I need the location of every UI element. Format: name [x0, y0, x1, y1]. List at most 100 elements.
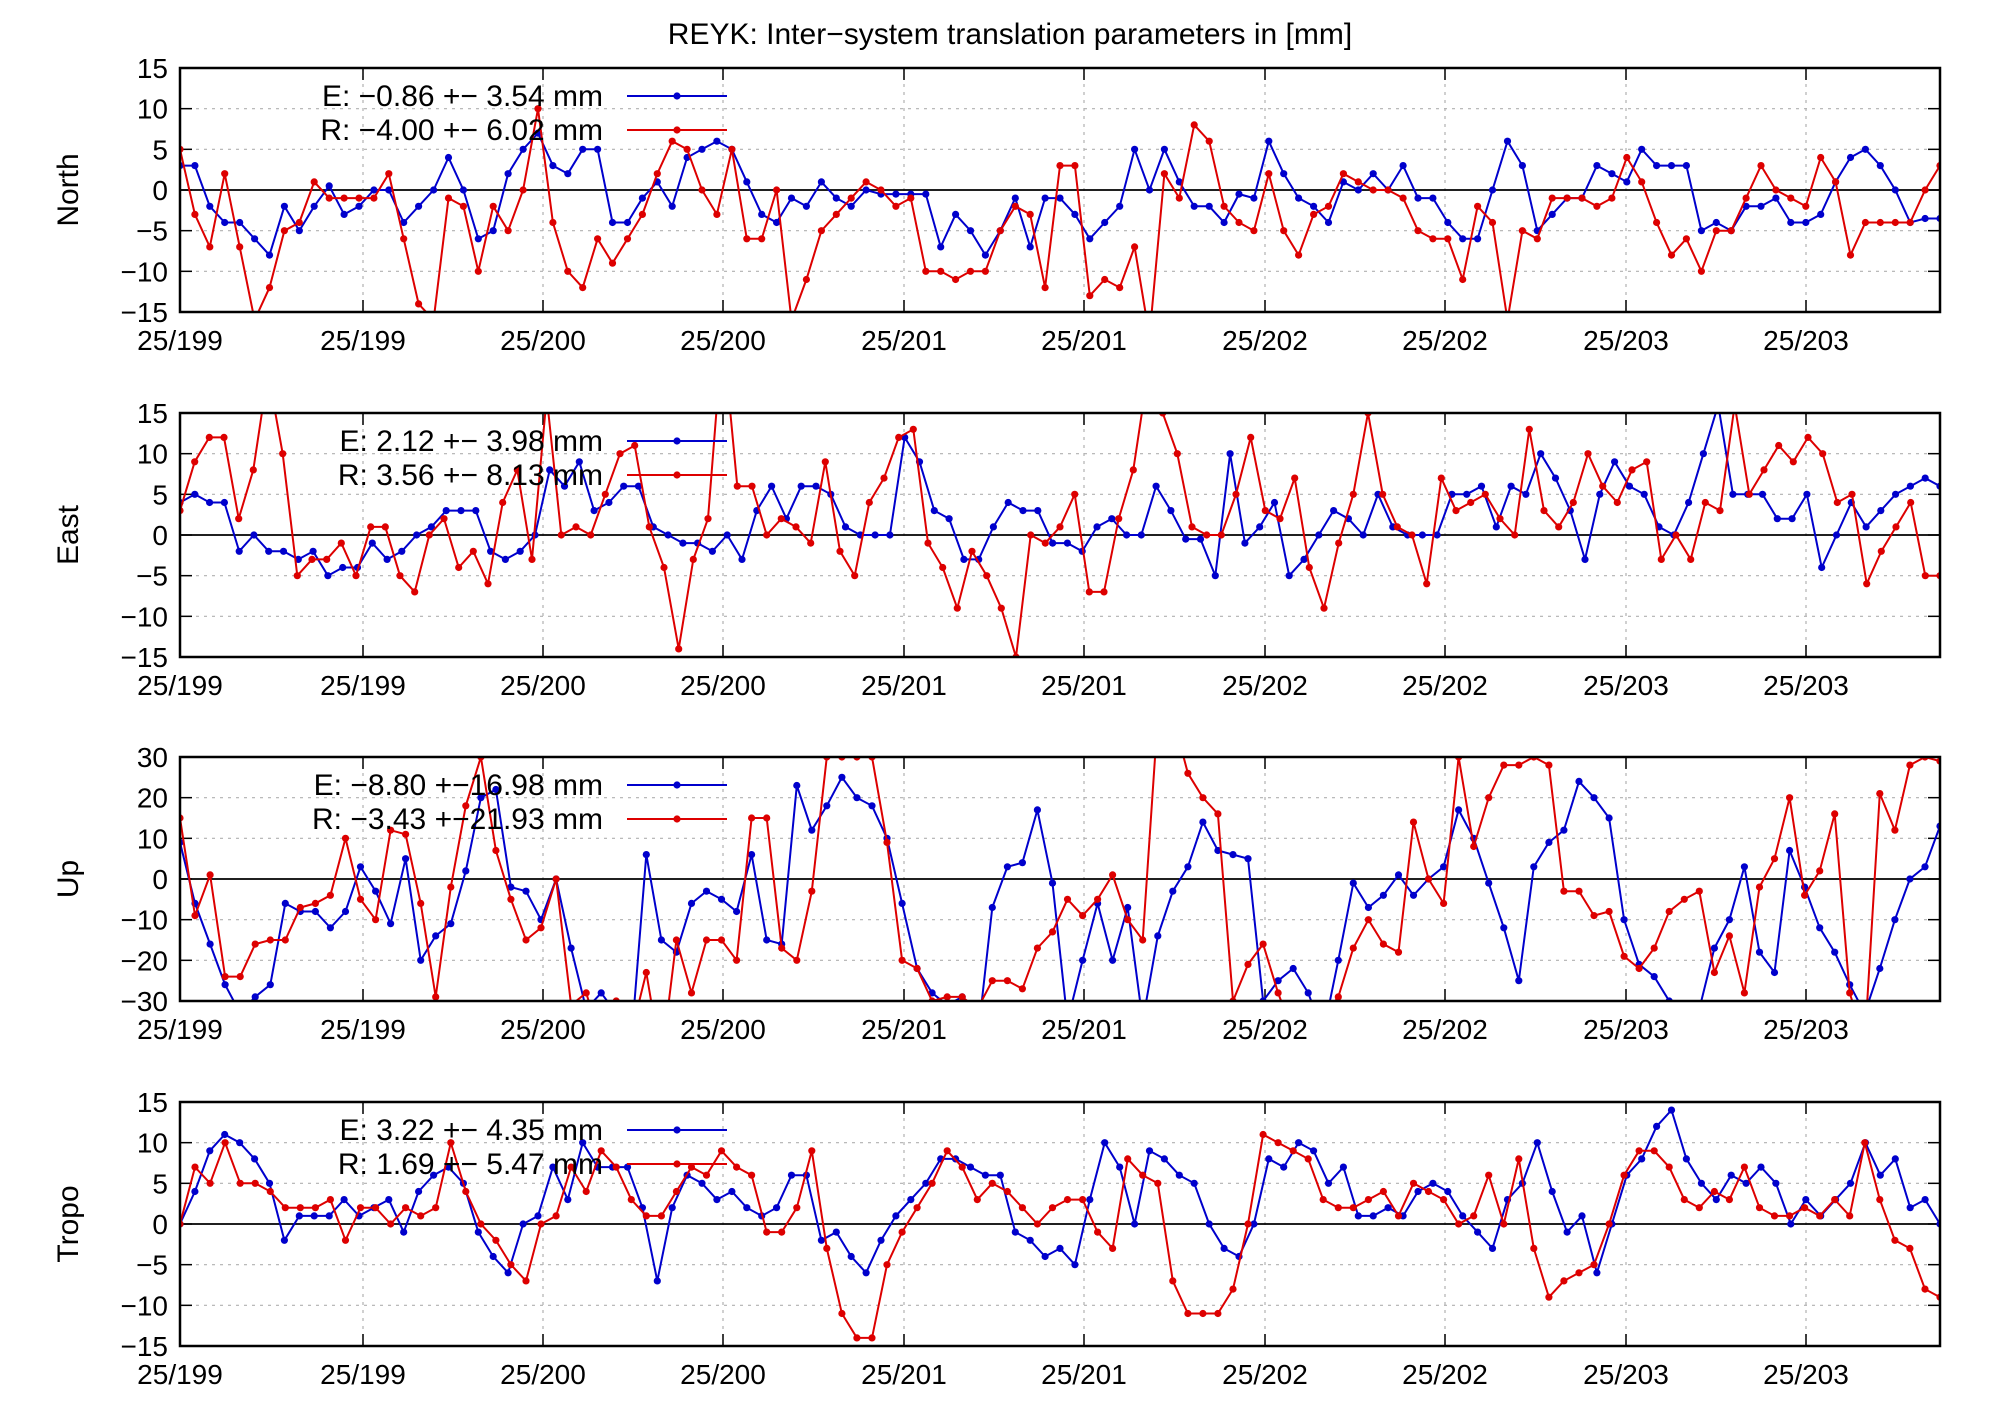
data-point-E [339, 563, 347, 572]
data-point-E [1921, 1196, 1929, 1204]
data-point-E [325, 182, 333, 190]
data-point-E [862, 186, 870, 194]
data-point-R [296, 903, 304, 912]
data-point-E [597, 989, 605, 997]
data-point-E [1226, 450, 1234, 458]
y-tick-label: 0 [152, 175, 168, 206]
data-point-R [1786, 794, 1794, 802]
x-tick-label: 25/199 [320, 670, 406, 701]
data-point-R [1892, 523, 1900, 531]
data-point-R [1335, 539, 1343, 547]
data-point-R [372, 916, 380, 924]
y-tick-label: 5 [152, 1168, 168, 1199]
data-point-R [1455, 1220, 1463, 1228]
data-point-R [1220, 202, 1228, 210]
data-point-E [608, 218, 617, 227]
data-point-E [370, 186, 378, 194]
data-point-R [1921, 572, 1929, 580]
data-point-E [1507, 482, 1515, 490]
data-point-E [642, 851, 650, 859]
data-point-R [1409, 818, 1418, 826]
data-point-E [1265, 137, 1273, 145]
data-point-R [1085, 588, 1093, 596]
data-point-R [1470, 1212, 1478, 1220]
data-point-R [1548, 194, 1556, 202]
data-point-E [1772, 1179, 1780, 1187]
data-point-E [605, 498, 613, 507]
data-point-E [1551, 474, 1560, 482]
data-point-E [1295, 194, 1303, 202]
panel-north: −15 −10 −5 0 5 10 15 25/199 25/199 25/200 25/200 25… [52, 53, 1942, 356]
data-point-E [1697, 1179, 1705, 1187]
data-point-R [499, 498, 507, 507]
data-point-R [1682, 235, 1690, 243]
data-point-E [1214, 846, 1222, 855]
data-point-R [748, 1171, 756, 1179]
data-point-R [1259, 1130, 1267, 1139]
data-point-R [1545, 1293, 1553, 1301]
data-point-R [1816, 1212, 1824, 1220]
data-point-E [1137, 531, 1145, 539]
data-point-E [1788, 515, 1796, 523]
legend-marker-R [673, 815, 681, 823]
data-point-E [236, 218, 244, 227]
data-point-E [1522, 490, 1530, 498]
data-point-R [1833, 498, 1841, 507]
data-point-R [1063, 1196, 1072, 1204]
data-point-R [1048, 928, 1057, 936]
data-point-E [768, 482, 776, 490]
data-point-R [1485, 794, 1493, 802]
data-point-E [417, 956, 425, 964]
data-point-R [1235, 218, 1243, 227]
data-point-R [191, 1163, 199, 1171]
data-point-E [372, 887, 380, 895]
data-point-R [1802, 202, 1810, 210]
data-point-R [1190, 121, 1198, 129]
data-point-E [748, 851, 756, 859]
data-point-E [657, 936, 666, 944]
data-point-R [1124, 1155, 1132, 1163]
data-point-R [1500, 761, 1508, 769]
data-point-E [356, 863, 365, 871]
data-point-E [221, 981, 229, 989]
data-point-R [484, 580, 492, 588]
x-tick-label: 25/201 [861, 1359, 947, 1390]
data-point-E [1876, 964, 1884, 973]
data-point-E [1196, 535, 1205, 543]
data-point-E [474, 1228, 482, 1236]
data-point-E [1019, 507, 1027, 515]
data-point-E [1399, 162, 1407, 170]
data-point-R [1540, 507, 1548, 515]
data-point-E [1034, 507, 1042, 515]
data-point-R [1620, 952, 1628, 960]
data-point-R [310, 178, 318, 186]
data-point-E [251, 235, 259, 243]
data-point-E [1124, 903, 1132, 912]
data-point-R [1334, 993, 1342, 1001]
data-point-R [1832, 178, 1840, 186]
data-point-E [758, 210, 766, 218]
data-point-R [1124, 916, 1132, 924]
data-point-E [1846, 153, 1855, 162]
chart-title: REYK: Inter−system translation parameter… [668, 18, 1352, 51]
data-point-E [1444, 1187, 1452, 1196]
data-point-E [1578, 1212, 1586, 1220]
data-point-R [922, 267, 930, 275]
data-point-R [763, 1228, 771, 1236]
data-point-R [568, 1002, 575, 1009]
data-point-R [1560, 887, 1568, 895]
data-point-E [1787, 1220, 1795, 1228]
data-point-E [898, 899, 906, 908]
data-point-E [1650, 973, 1658, 981]
data-point-R [743, 235, 751, 243]
data-point-R [1094, 1228, 1102, 1236]
data-point-E [1667, 162, 1676, 170]
data-point-R [1027, 531, 1035, 539]
data-point-R [459, 202, 467, 210]
data-point-E [1285, 572, 1293, 580]
data-point-E [462, 867, 470, 875]
data-point-R [1485, 1171, 1493, 1179]
data-point-R [1214, 810, 1222, 818]
data-point-R [792, 523, 800, 531]
x-tick-label: 25/199 [137, 1359, 223, 1390]
